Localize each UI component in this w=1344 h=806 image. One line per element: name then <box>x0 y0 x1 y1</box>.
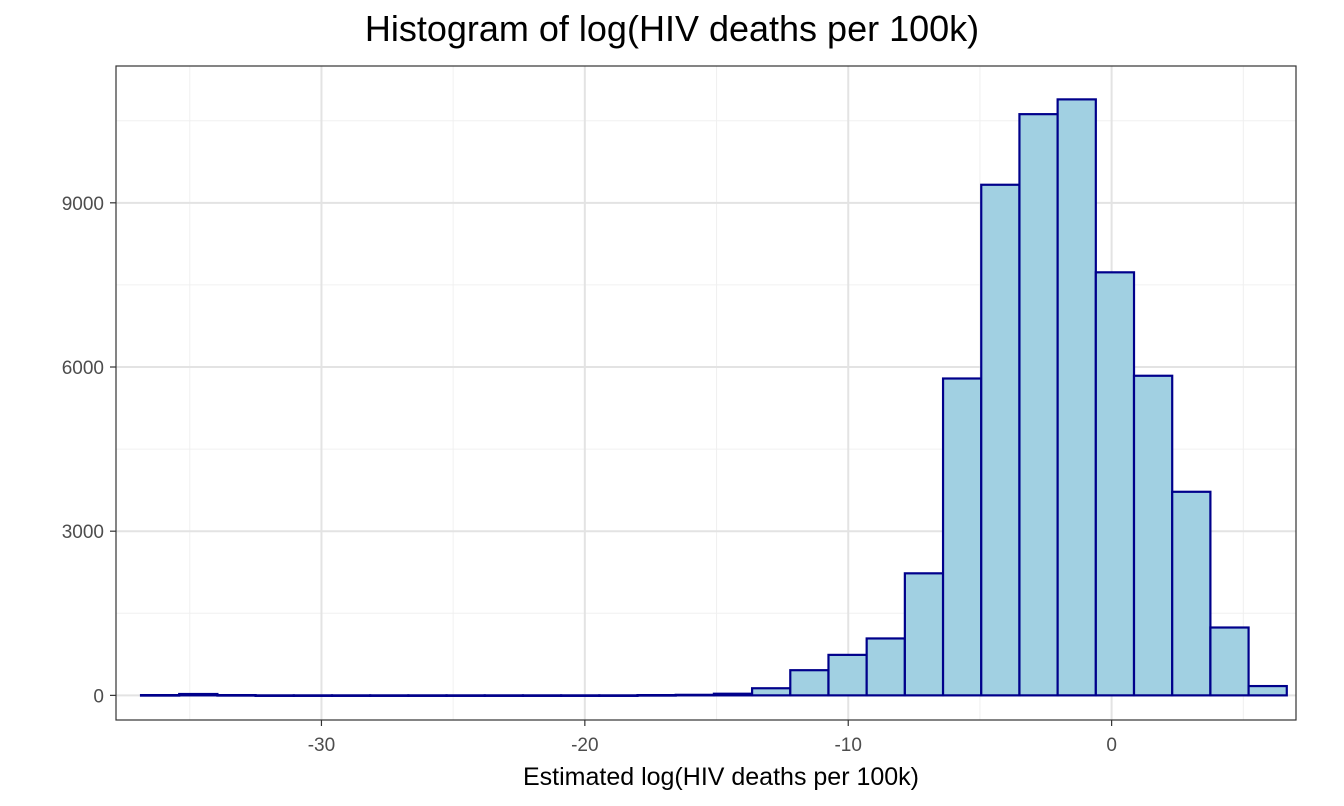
histogram-bar <box>407 694 448 697</box>
histogram-bar <box>1247 684 1288 697</box>
histogram-bar <box>483 694 525 697</box>
x-axis-title: Estimated log(HIV deaths per 100k) <box>523 763 919 791</box>
histogram-bar <box>789 669 830 697</box>
histogram-bar <box>254 694 295 697</box>
histogram-bar <box>750 687 792 697</box>
histogram-bar <box>636 693 677 697</box>
y-tick-label: 0 <box>93 686 104 707</box>
x-tick-label: -10 <box>834 735 861 756</box>
y-tick-label: 9000 <box>62 194 104 215</box>
histogram-bar <box>139 693 181 697</box>
histogram-bars <box>139 98 1288 697</box>
histogram-bar <box>216 693 257 697</box>
histogram-bar <box>369 694 410 697</box>
histogram-bar <box>292 694 334 697</box>
histogram-bar <box>1056 98 1097 697</box>
histogram-bar <box>1094 271 1136 697</box>
histogram-bar <box>445 694 486 697</box>
histogram-bar <box>1209 626 1250 697</box>
histogram-bar <box>674 693 716 697</box>
histogram-bar <box>178 692 219 697</box>
histogram-bar <box>712 692 754 697</box>
x-tick-label: -30 <box>308 735 335 756</box>
histogram-bar <box>560 694 601 697</box>
histogram-bar <box>865 637 906 697</box>
histogram-bar <box>521 694 563 697</box>
histogram-bar <box>980 183 1021 697</box>
x-tick-label: -20 <box>571 735 598 756</box>
y-axis: 0 3000 6000 9000 <box>62 194 116 707</box>
y-tick-label: 3000 <box>62 522 104 543</box>
x-axis: -30 -20 -10 0 <box>308 720 1117 756</box>
histogram-bar <box>1132 374 1174 697</box>
histogram-bar <box>1018 113 1059 697</box>
x-tick-label: 0 <box>1106 735 1117 756</box>
histogram-bar <box>903 572 945 697</box>
histogram-bar <box>330 694 372 697</box>
panel-border <box>115 65 1297 721</box>
chart-title: Histogram of log(HIV deaths per 100k) <box>364 8 980 49</box>
y-tick-label: 6000 <box>62 358 104 379</box>
histogram-bar <box>941 377 983 697</box>
histogram-bar <box>827 653 868 697</box>
histogram-bar <box>1171 490 1212 697</box>
histogram-bar <box>598 694 639 697</box>
